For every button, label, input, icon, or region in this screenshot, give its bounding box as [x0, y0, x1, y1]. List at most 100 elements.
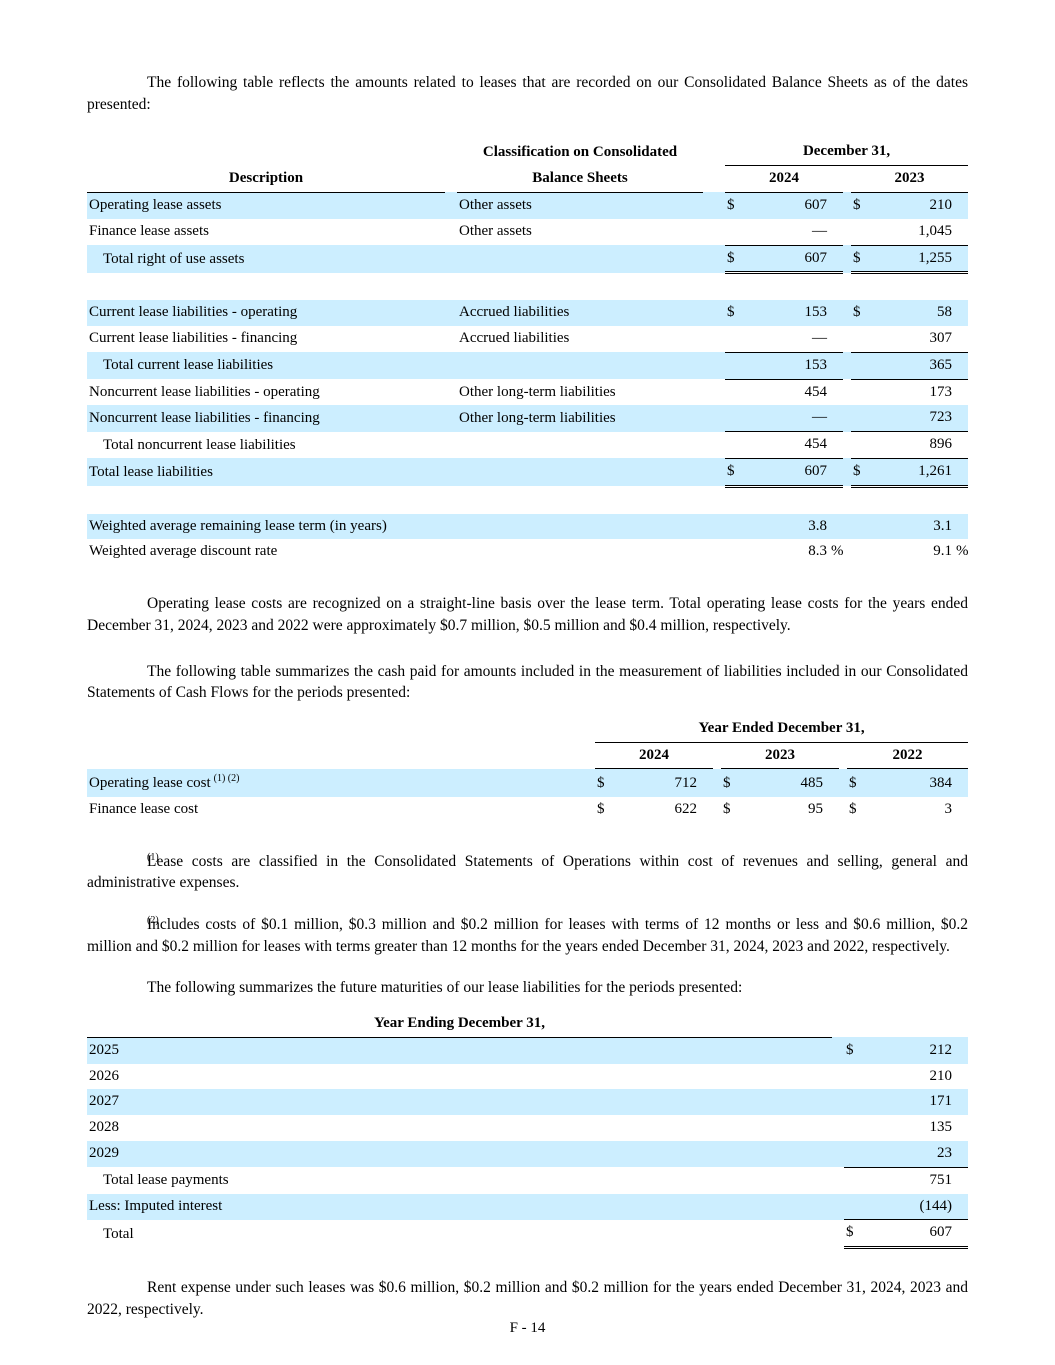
- classification-cell: Other long-term liabilities: [459, 383, 616, 400]
- spacer-cell: [844, 1011, 968, 1037]
- balance-header-row-2: Description Balance Sheets 2024 2023: [87, 165, 969, 193]
- cell-value: 454: [804, 383, 828, 400]
- cell-value: 712: [615, 768, 699, 797]
- gap-cell: [832, 1115, 844, 1141]
- row-label: Total lease liabilities: [87, 458, 445, 487]
- cell-suffix: [954, 513, 969, 540]
- row-label: Finance lease assets: [89, 223, 209, 240]
- gap-cell: [703, 379, 725, 405]
- maturity-row: 2026 210: [87, 1064, 968, 1090]
- cell-currency: $: [844, 1219, 864, 1250]
- cell-currency: $: [851, 300, 871, 326]
- gap-cell: [843, 405, 851, 432]
- cell-currency: $: [725, 192, 745, 219]
- year-header-2023: 2023: [851, 165, 969, 193]
- cell-suffix: %: [956, 543, 969, 560]
- cell-value: 210: [929, 1067, 953, 1084]
- cell-value: 9.1: [933, 543, 952, 560]
- cash-header-row-1: Year Ended December 31,: [87, 715, 969, 743]
- gap-cell: [843, 432, 851, 459]
- cell-value: 1,255: [871, 244, 954, 275]
- cell-suffix: [954, 192, 969, 219]
- row-label: Total lease payments: [103, 1171, 229, 1188]
- cell-currency: [851, 513, 871, 540]
- cell-suffix: [954, 219, 968, 245]
- cell-suffix: %: [831, 543, 843, 560]
- year-header-2024: 2024: [725, 165, 843, 193]
- spacer-cell: [585, 716, 595, 742]
- gap-cell: [585, 797, 595, 823]
- page-number: F - 14: [509, 1320, 546, 1336]
- cell-value: 454: [745, 431, 829, 459]
- cell-suffix: [699, 797, 713, 823]
- gap-cell: [703, 539, 725, 565]
- cash-table-body: Operating lease cost (1) (2) $712 $485 $384 F…: [87, 768, 969, 823]
- row-label: Weighted average discount rate: [89, 543, 278, 560]
- gap-cell: [843, 513, 851, 540]
- balance-header-row-1: Classification on Consolidated December …: [87, 139, 969, 167]
- cash-row: Finance lease cost $622 $95 $3: [87, 797, 968, 823]
- rent-expense-paragraph: Rent expense under such leases was $0.6 …: [87, 1279, 968, 1318]
- balance-sheet-lease-table: Classification on Consolidated December …: [87, 139, 969, 565]
- spacer-cell: [839, 742, 847, 769]
- cell-currency: $: [851, 244, 871, 275]
- gap-cell: [703, 432, 725, 459]
- cell-suffix: [954, 1166, 969, 1194]
- classification-cell: [457, 245, 703, 273]
- spacer-cell: [713, 742, 721, 769]
- cell-currency: [844, 1166, 864, 1194]
- cell-suffix: [829, 457, 843, 488]
- cell-value: —: [745, 405, 829, 432]
- classification-cell: [457, 458, 703, 487]
- row-label: Finance lease cost: [87, 797, 585, 823]
- row-label: Weighted average remaining lease term (i…: [87, 513, 445, 540]
- spacer-cell: [87, 486, 968, 513]
- cell-value: 384: [867, 768, 954, 797]
- gap-cell: [832, 1037, 844, 1064]
- cell-suffix: [829, 300, 843, 326]
- classification-cell: [457, 539, 703, 565]
- gap-cell: [703, 405, 725, 432]
- classification-cell: [457, 513, 703, 540]
- cell-suffix: [954, 326, 968, 352]
- cash-date-group-header: Year Ended December 31,: [595, 715, 969, 743]
- classification-cell: Other long-term liabilities: [457, 405, 703, 432]
- classification-header-line2: Balance Sheets: [457, 165, 703, 193]
- spacer-cell: [832, 1011, 844, 1037]
- row-label: 2025: [87, 1037, 832, 1064]
- gap-cell: [832, 1193, 844, 1220]
- cell-currency: $: [844, 1037, 864, 1064]
- cell-currency: $: [597, 800, 605, 817]
- cell-currency: $: [725, 457, 745, 488]
- cell-value: 95: [808, 800, 823, 817]
- cell-suffix: [829, 431, 843, 459]
- cell-value: 365: [871, 351, 954, 380]
- cell-suffix: [954, 300, 969, 326]
- cell-currency: [851, 405, 871, 432]
- gap-cell: [445, 352, 457, 380]
- cell-value: 153: [745, 300, 829, 326]
- maturity-row: Total lease payments 751: [87, 1166, 969, 1194]
- row-label: Total current lease liabilities: [87, 352, 445, 380]
- cell-currency: [725, 219, 745, 245]
- cell-value: 3.8: [745, 513, 829, 540]
- cell-currency: [844, 1064, 864, 1090]
- spacer-cell: [703, 166, 725, 193]
- gap-cell: [843, 300, 851, 326]
- maturity-row: Less: Imputed interest (144): [87, 1193, 969, 1220]
- gap-cell: [445, 458, 457, 487]
- cell-value: 622: [674, 800, 698, 817]
- cell-currency: $: [847, 768, 867, 797]
- cell-value: 1,045: [918, 222, 952, 239]
- gap-cell: [703, 300, 725, 326]
- balance-row: Current lease liabilities - operating Acc…: [87, 300, 969, 326]
- cell-value: 3: [944, 800, 953, 817]
- classification-cell: Other assets: [457, 192, 703, 219]
- cell-suffix: [954, 431, 969, 459]
- balance-table-body: Operating lease assets Other assets $607 $2…: [87, 192, 969, 565]
- gap-cell: [445, 192, 457, 219]
- cell-value: 210: [871, 192, 954, 219]
- gap-cell: [832, 1167, 844, 1193]
- gap-cell: [703, 245, 725, 273]
- row-label: Noncurrent lease liabilities - operating: [89, 383, 320, 400]
